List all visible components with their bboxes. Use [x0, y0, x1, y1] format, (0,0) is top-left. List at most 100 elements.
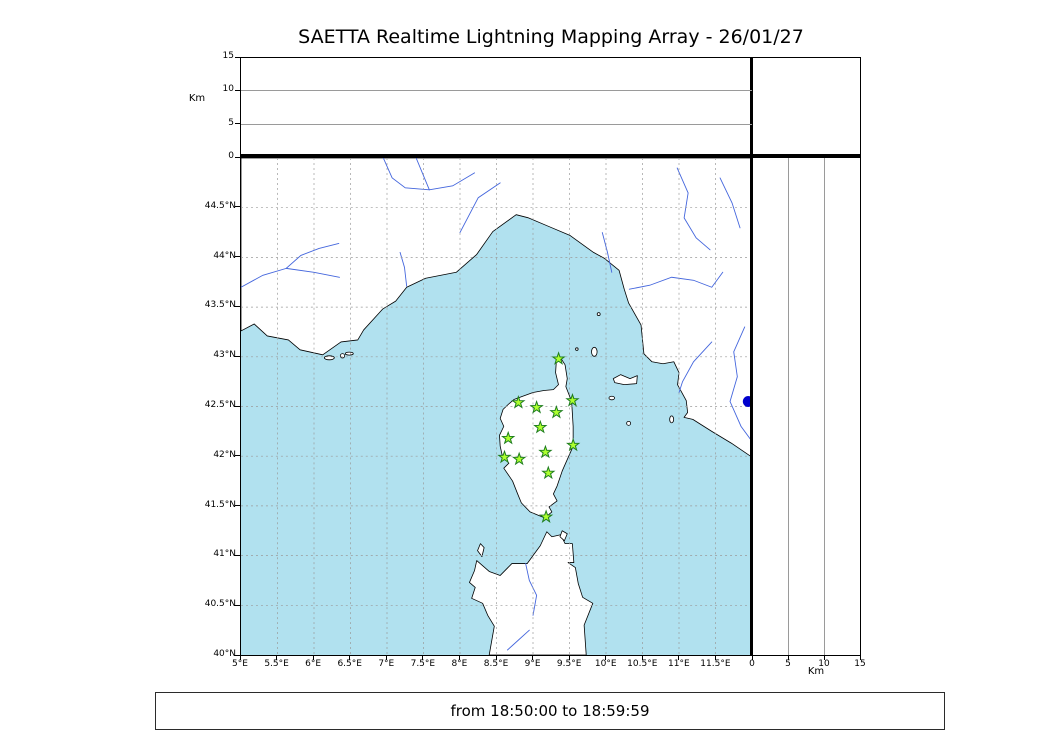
- lon-tick-label: 8°E: [451, 659, 468, 669]
- right-km-tick-mark: [823, 656, 825, 660]
- lon-tick-mark: [349, 656, 351, 660]
- lat-tick-mark: [235, 305, 240, 307]
- lat-tick-mark: [235, 505, 240, 507]
- lon-tick-mark: [312, 656, 314, 660]
- lat-tick-label: 40°N: [213, 649, 236, 659]
- altitude-tick-mark: [235, 123, 240, 125]
- mainland-coast: [241, 158, 752, 458]
- porquerolles-island: [323, 355, 335, 361]
- right-panel-gridline: [824, 158, 825, 655]
- time-range-box: from 18:50:00 to 18:59:59: [155, 692, 945, 730]
- lon-tick-mark: [678, 656, 680, 660]
- lat-tick-mark: [235, 654, 240, 656]
- lat-tick-label: 42.5°N: [204, 400, 236, 410]
- right-km-tick-mark: [859, 656, 861, 660]
- river-durance: [241, 242, 340, 288]
- figure-title: SAETTA Realtime Lightning Mapping Array …: [298, 26, 804, 48]
- lon-tick-label: 7°E: [378, 659, 395, 669]
- lon-tick-mark: [605, 656, 607, 660]
- lma-station-marker: [549, 404, 564, 419]
- zero-altitude-baseline-horizontal: [240, 154, 861, 157]
- corner-panel: [752, 57, 861, 158]
- lon-tick-mark: [276, 656, 278, 660]
- lon-tick-label: 10.5°E: [627, 659, 658, 669]
- lat-tick-label: 44°N: [213, 250, 236, 261]
- river-arno: [628, 271, 724, 290]
- river-tiber: [729, 326, 752, 442]
- river-po-upper: [382, 158, 475, 191]
- lat-tick-mark: [235, 355, 240, 357]
- right-km-tick-label: 5: [785, 659, 791, 669]
- lma-station-marker: [538, 509, 554, 523]
- zero-altitude-baseline-vertical: [750, 57, 753, 656]
- lma-station-marker: [541, 465, 556, 480]
- lon-tick-mark: [714, 656, 716, 660]
- river-ombrone: [678, 341, 713, 393]
- lat-tick-label: 41°N: [213, 549, 236, 560]
- lon-tick-label: 7.5°E: [410, 659, 436, 669]
- altitude-tick-mark: [235, 89, 240, 91]
- lon-tick-label: 8.5°E: [483, 659, 509, 669]
- altitude-tick-label: 10: [222, 84, 234, 95]
- event-markers: [742, 396, 752, 407]
- river-tirso: [507, 629, 530, 651]
- river-verdon: [285, 267, 340, 278]
- lon-tick-mark: [458, 656, 460, 660]
- lon-tick-label: 5°E: [232, 659, 248, 669]
- altitude-vs-longitude-panel: [240, 57, 753, 158]
- pianosa-island: [608, 395, 615, 401]
- lma-station-marker: [551, 351, 566, 365]
- lat-tick-label: 43.5°N: [204, 300, 236, 311]
- lma-station-marker: [511, 394, 526, 409]
- altitude-gridline: [241, 123, 752, 125]
- lon-tick-mark: [239, 656, 241, 660]
- right-km-tick-mark: [751, 656, 753, 660]
- lma-station-marker: [566, 437, 581, 452]
- altitude-tick-label: 15: [222, 51, 234, 61]
- map-panel: [240, 157, 753, 656]
- lon-tick-label: 9.5°E: [556, 659, 582, 669]
- maddalena-island: [559, 530, 568, 542]
- right-km-tick-label: 10: [818, 659, 830, 669]
- gorgona-island: [596, 312, 601, 316]
- lat-tick-mark: [235, 604, 240, 606]
- elba-island: [612, 374, 638, 386]
- altitude-vs-latitude-panel: [752, 157, 861, 656]
- lon-tick-label: 6°E: [305, 659, 322, 669]
- lma-station-marker: [538, 444, 553, 459]
- map-canvas: [241, 158, 752, 655]
- altitude-tick-mark: [235, 156, 240, 158]
- lon-tick-mark: [495, 656, 497, 660]
- lat-tick-label: 41.5°N: [204, 499, 236, 510]
- lat-tick-label: 42°N: [213, 449, 236, 460]
- giraglia-islet: [575, 347, 579, 351]
- map-grid: [241, 158, 752, 655]
- lightning-source-marker: [742, 396, 752, 407]
- lat-tick-mark: [235, 206, 240, 208]
- river-po-branch: [415, 158, 430, 191]
- right-km-tick-label: 15: [854, 659, 866, 669]
- lon-tick-label: 10°E: [594, 659, 617, 669]
- montecristo-island: [626, 420, 632, 426]
- altitude-gridline: [241, 90, 752, 92]
- lat-tick-label: 43°N: [213, 350, 236, 361]
- river-apennine-1: [676, 167, 711, 251]
- right-panel-gridline: [788, 158, 789, 655]
- lon-tick-mark: [532, 656, 534, 660]
- lma-station-marker: [512, 451, 527, 466]
- lat-tick-mark: [235, 455, 240, 457]
- lon-tick-label: 6.5°E: [337, 659, 362, 669]
- asinara-island: [477, 543, 485, 557]
- giglio-island: [669, 415, 675, 424]
- lon-tick-mark: [385, 656, 387, 660]
- levant-island: [344, 351, 354, 356]
- station-markers: [497, 351, 581, 523]
- river-tanaro: [459, 182, 501, 233]
- right-km-tick-mark: [787, 656, 789, 660]
- capraia-island: [591, 346, 598, 357]
- lma-station-marker: [501, 430, 516, 445]
- sardinia-coast: [469, 531, 594, 655]
- lma-station-marker: [529, 399, 544, 414]
- lat-tick-mark: [235, 256, 240, 258]
- port-cros-island: [339, 353, 346, 359]
